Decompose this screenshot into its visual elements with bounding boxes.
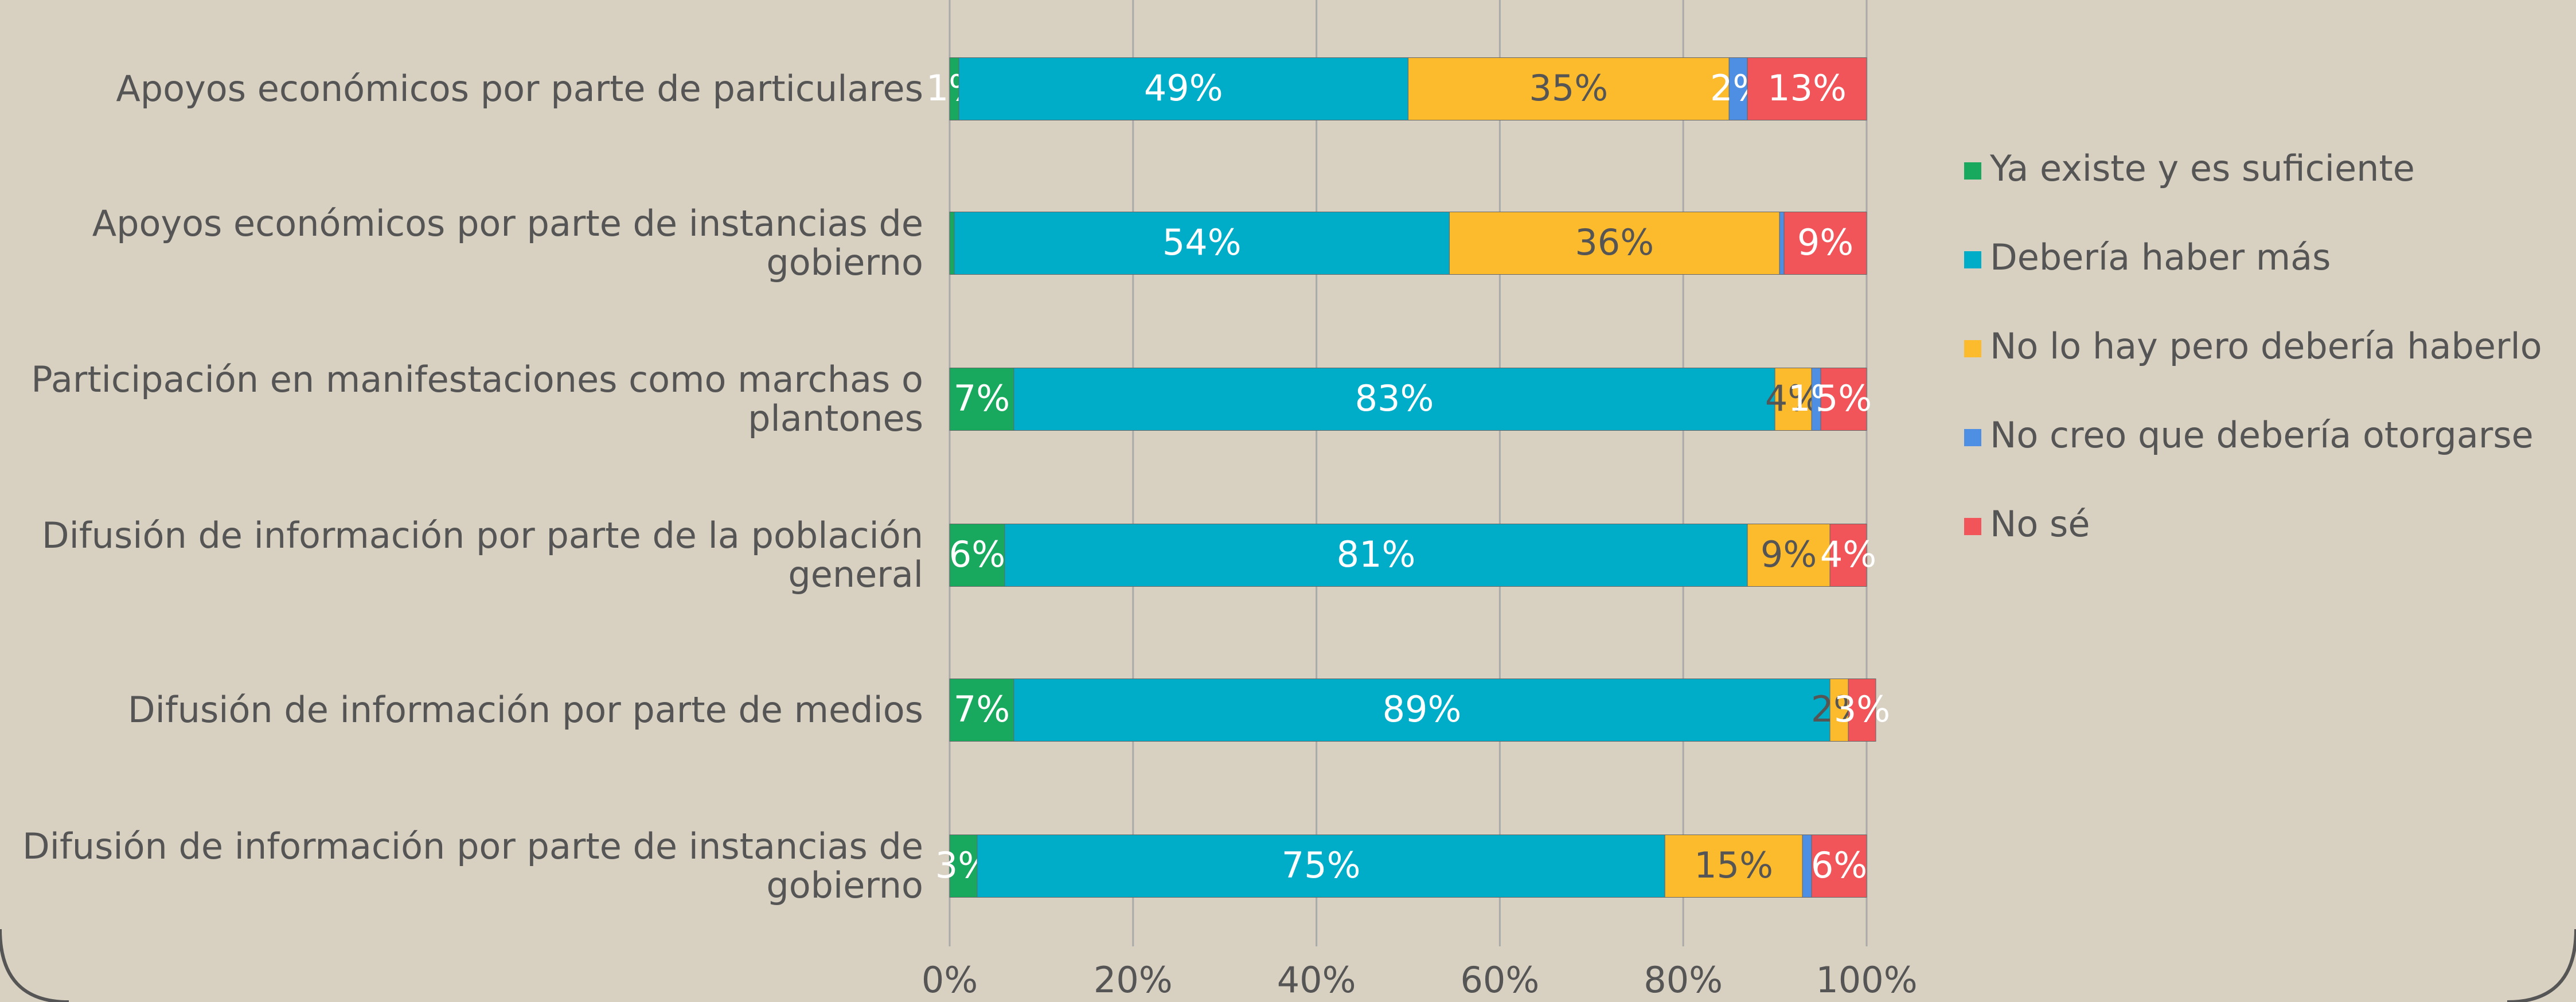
bar-segment (1820, 368, 1867, 431)
bar-segment (949, 212, 955, 275)
frame (0, 929, 2576, 1002)
data-label: 3% (1834, 688, 1890, 730)
x-tick-label: 100% (1816, 959, 1917, 1001)
bar-segment (1747, 524, 1830, 587)
bar-segment (1408, 57, 1730, 120)
data-label: 49% (1144, 67, 1223, 109)
data-label: 9% (1797, 221, 1853, 263)
y-tick-label: Difusión de información por parte de med… (127, 689, 923, 731)
y-tick-label: Difusión de información por parte de ins… (22, 825, 923, 906)
bar-segment (1829, 524, 1867, 587)
bar-segment (1664, 835, 1803, 898)
data-label: 35% (1529, 67, 1608, 109)
bar-segment (1774, 368, 1812, 431)
data-label: 75% (1282, 844, 1361, 886)
bar-segment (1783, 212, 1867, 275)
bar-segment (977, 835, 1665, 898)
bar-segment (1449, 212, 1780, 275)
data-label: 89% (1383, 688, 1462, 730)
bar-segment (958, 57, 1408, 120)
bar-segment (954, 212, 1450, 275)
legend-label: Debería haber más (1990, 236, 2331, 278)
data-label: 6% (1811, 844, 1867, 886)
data-label: 54% (1162, 221, 1242, 263)
data-label: 15% (1694, 844, 1773, 886)
legend-swatch (1964, 340, 1981, 357)
legend-swatch (1964, 162, 1981, 180)
bar-segment (1004, 524, 1748, 587)
legend-swatch (1964, 429, 1981, 446)
data-label: 81% (1337, 533, 1416, 575)
data-label: 6% (949, 533, 1005, 575)
bar-segment (1802, 835, 1812, 898)
bar-segment (1848, 679, 1876, 742)
bar-segment (949, 835, 978, 898)
legend-label: Ya existe y es suficiente (1989, 147, 2415, 189)
bar-segment (949, 524, 1005, 587)
data-label: 4% (1820, 533, 1876, 575)
bar-segment (949, 679, 1014, 742)
bar-segment (1013, 368, 1775, 431)
x-tick-label: 40% (1277, 959, 1356, 1001)
data-label: 5% (1816, 377, 1872, 419)
y-tick-label: Difusión de información por parte de la … (41, 514, 923, 595)
legend-swatch (1964, 518, 1981, 535)
bar-segment (1829, 679, 1849, 742)
data-label: 9% (1761, 533, 1817, 575)
data-label: 7% (954, 688, 1010, 730)
bar-segment (1779, 212, 1785, 275)
x-tick-label: 60% (1460, 959, 1539, 1001)
y-tick-label: Apoyos económicos por parte de instancia… (92, 202, 923, 283)
legend-label: No lo hay pero debería haberlo (1990, 325, 2542, 367)
x-tick-label: 20% (1094, 959, 1173, 1001)
data-label: 36% (1575, 221, 1654, 263)
data-label: 13% (1767, 67, 1847, 109)
x-tick-label: 0% (922, 959, 978, 1001)
data-label: 83% (1355, 377, 1434, 419)
bar-segment (1728, 57, 1748, 120)
legend-label: No creo que debería otorgarse (1990, 414, 2534, 456)
data-label: 7% (954, 377, 1010, 419)
x-tick-label: 80% (1644, 959, 1723, 1001)
bar-segment (1013, 679, 1830, 742)
y-tick-label: Participación en manifestaciones como ma… (31, 358, 923, 439)
y-tick-label: Apoyos económicos por parte de particula… (116, 68, 923, 110)
bar-segment (1747, 57, 1867, 120)
legend-label: No sé (1990, 503, 2090, 545)
bar-segment (949, 368, 1014, 431)
legend-swatch (1964, 251, 1981, 268)
bar-segment (1811, 835, 1867, 898)
